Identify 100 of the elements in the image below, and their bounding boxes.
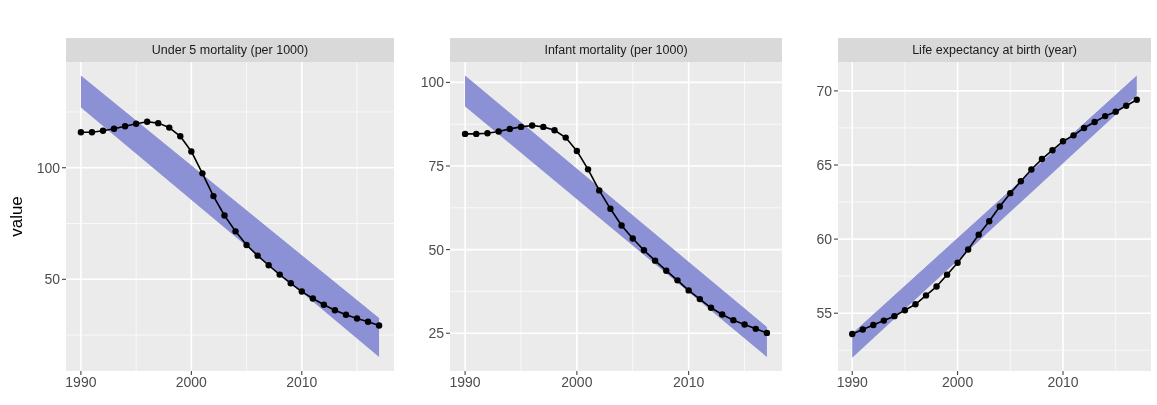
x-tick-label: 2010 (1047, 373, 1079, 390)
point (674, 277, 681, 284)
x-tick-label: 2010 (673, 373, 705, 390)
y-tick-label: 65 (816, 156, 833, 173)
point (996, 203, 1003, 210)
x-tick-label: 2000 (942, 373, 974, 390)
point (1133, 96, 1140, 103)
point (943, 271, 951, 278)
point (730, 316, 737, 324)
point (849, 330, 856, 338)
point (1112, 108, 1119, 115)
point (506, 125, 514, 133)
point (254, 252, 261, 259)
point (741, 321, 748, 328)
point (517, 123, 525, 131)
point (484, 130, 491, 137)
point (986, 218, 993, 225)
point (210, 192, 217, 200)
point (276, 271, 283, 278)
point (651, 257, 659, 264)
point (964, 246, 972, 253)
point (331, 307, 339, 314)
point (696, 295, 704, 303)
point (763, 329, 771, 337)
y-tick-label: 55 (816, 305, 833, 322)
point (1091, 118, 1098, 126)
point (1017, 178, 1025, 185)
point (221, 212, 228, 219)
point (287, 280, 294, 287)
point (1123, 102, 1130, 109)
point (618, 222, 625, 229)
point (752, 325, 759, 333)
point (353, 315, 361, 322)
point (933, 283, 940, 290)
point (1028, 166, 1035, 173)
point (629, 235, 636, 242)
point (309, 295, 317, 302)
point (243, 241, 250, 249)
y-tick-label: 100 (36, 159, 61, 176)
point (640, 247, 648, 254)
point (473, 130, 480, 138)
point (1049, 146, 1056, 154)
point (1070, 132, 1077, 139)
x-tick-label: 1990 (65, 373, 97, 390)
point (922, 292, 930, 299)
point (375, 322, 383, 329)
point (528, 122, 536, 129)
point (265, 262, 272, 269)
x-tick-label: 2000 (561, 373, 593, 390)
point (1080, 124, 1088, 132)
y-tick-label: 75 (428, 157, 445, 174)
point (461, 130, 469, 138)
point (342, 311, 350, 318)
point (584, 166, 592, 173)
point (891, 312, 898, 320)
point (954, 259, 961, 267)
point (1059, 138, 1067, 145)
point (495, 128, 502, 135)
point (110, 125, 118, 132)
point (199, 170, 206, 177)
x-tick-label: 1990 (449, 373, 481, 390)
y-tick-label: 70 (816, 82, 833, 99)
point (880, 317, 888, 324)
point (859, 326, 866, 333)
point (320, 301, 328, 308)
point (596, 187, 603, 194)
point (540, 123, 547, 131)
point (870, 321, 877, 329)
point (1007, 189, 1014, 197)
point (188, 148, 195, 155)
x-tick-label: 2000 (175, 373, 208, 390)
chart-title: Life expectancy at birth (year) (838, 38, 1151, 62)
point (155, 119, 162, 127)
point (663, 267, 670, 274)
point (364, 318, 372, 325)
y-tick-label: 50 (44, 271, 61, 288)
point (77, 129, 85, 136)
point (1038, 155, 1046, 163)
point (121, 123, 129, 130)
point (573, 147, 581, 155)
point (912, 301, 919, 308)
point (298, 288, 305, 295)
point (562, 134, 569, 141)
chart-title: Under 5 mortality (per 1000) (66, 38, 394, 62)
point (166, 124, 173, 131)
point (177, 133, 184, 140)
point (707, 304, 715, 311)
point (719, 311, 726, 318)
point (901, 307, 909, 314)
point (132, 120, 140, 127)
x-tick-label: 2010 (286, 373, 318, 390)
point (607, 205, 614, 213)
point (975, 231, 982, 238)
point (143, 118, 151, 125)
point (232, 228, 239, 235)
y-axis-title: value (7, 196, 27, 237)
y-tick-label: 25 (428, 325, 445, 342)
y-tick-label: 50 (428, 241, 445, 258)
x-tick-label: 1990 (836, 373, 869, 390)
point (88, 129, 96, 136)
